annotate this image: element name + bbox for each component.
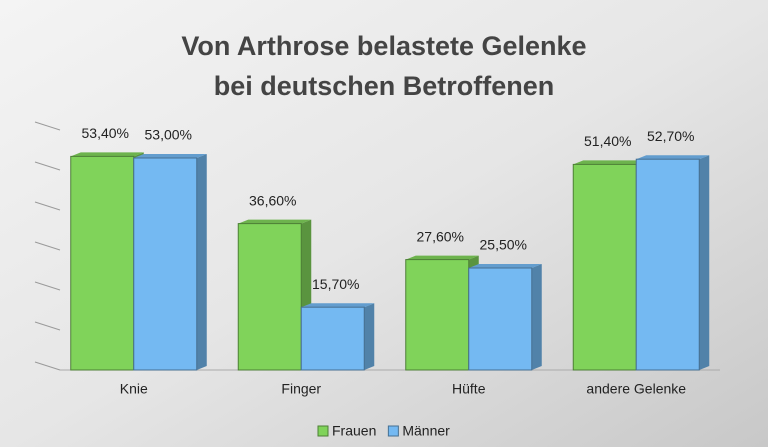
grid-line xyxy=(34,201,61,211)
bar-top xyxy=(238,219,312,224)
grid-line xyxy=(34,281,61,291)
legend-swatch xyxy=(387,425,399,437)
bar xyxy=(572,163,637,371)
grid-line xyxy=(34,321,61,331)
bar xyxy=(70,155,135,371)
data-label: 51,40% xyxy=(584,133,631,149)
x-tick-label: andere Gelenke xyxy=(586,381,686,397)
data-label: 52,70% xyxy=(647,128,694,144)
data-label: 53,40% xyxy=(82,125,129,141)
bar-top xyxy=(70,152,144,157)
bar-side xyxy=(531,264,542,370)
data-label: 36,60% xyxy=(249,192,296,208)
bar-top xyxy=(133,154,207,158)
bar xyxy=(133,157,198,371)
bar-top xyxy=(573,160,647,165)
bar-top xyxy=(301,303,375,308)
bar-top xyxy=(405,255,479,260)
bar xyxy=(300,306,365,371)
bar-side xyxy=(196,154,207,370)
bar xyxy=(405,259,470,371)
chart-title: Von Arthrose belastete Gelenke xyxy=(181,31,586,61)
bar xyxy=(237,223,302,371)
legend-swatch xyxy=(317,425,329,437)
bar-top xyxy=(468,264,542,268)
legend-label: Frauen xyxy=(332,423,376,439)
bar-side xyxy=(699,155,710,370)
grid-line xyxy=(34,121,61,131)
x-tick-label: Finger xyxy=(281,381,321,397)
bar xyxy=(468,267,533,371)
data-label: 15,70% xyxy=(312,276,359,292)
bar-side xyxy=(364,303,375,370)
legend-label: Männer xyxy=(402,423,450,439)
grid-line xyxy=(34,161,61,171)
data-label: 27,60% xyxy=(417,228,464,244)
chart-title: bei deutschen Betroffenen xyxy=(214,71,555,101)
grid-line xyxy=(34,241,61,251)
grid-line xyxy=(34,361,61,371)
bar xyxy=(635,158,700,371)
data-label: 25,50% xyxy=(480,237,527,253)
x-tick-label: Knie xyxy=(120,381,148,397)
data-label: 53,00% xyxy=(145,127,192,143)
x-tick-label: Hüfte xyxy=(452,381,486,397)
bar-top xyxy=(636,155,710,160)
